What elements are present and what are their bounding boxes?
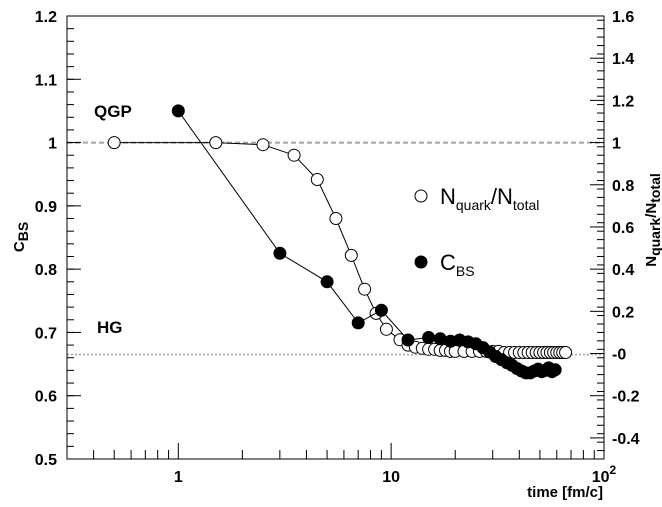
y-right-tick-label: 0.8 xyxy=(612,178,634,195)
y-left-tick-label: 0.5 xyxy=(35,452,57,469)
y-left-tick-label: 0.6 xyxy=(35,389,57,406)
legend-marker-cbs xyxy=(414,255,428,269)
legend-label-cbs: CBS xyxy=(440,250,475,279)
legend-nquark-sub1: quark xyxy=(456,197,492,213)
hg-label: HG xyxy=(97,318,123,337)
y-right-tick-label: 0.2 xyxy=(612,304,634,321)
y-right-tick-label: 0.6 xyxy=(612,220,634,237)
y-right-tick-label: 1.6 xyxy=(612,9,634,26)
data-point-cbs xyxy=(401,333,415,347)
y-left-tick-label: 0.9 xyxy=(35,199,57,216)
y-right-tick-label: 1 xyxy=(612,136,621,153)
y-right-title-sub1: quark xyxy=(647,218,662,256)
data-point-cbs xyxy=(422,331,436,344)
data-point-cbs xyxy=(171,104,185,118)
plot-frame xyxy=(66,15,605,460)
y-left-title-sub: BS xyxy=(15,222,31,241)
y-right-tick-label: -0.4 xyxy=(612,431,640,448)
x-tick-label: 1 xyxy=(174,469,183,486)
y-right-tick-label: -0 xyxy=(612,347,626,364)
y-right-title-sub2: total xyxy=(647,173,662,203)
legend-marker-nquark xyxy=(414,189,428,203)
legend-nquark-sub2: total xyxy=(513,197,539,213)
x-tick-label-base: 10 xyxy=(592,469,610,486)
data-point-nquark xyxy=(287,148,301,162)
y-right-tick-label: -0.2 xyxy=(612,389,640,406)
data-point-nquark xyxy=(310,173,324,186)
y-right-tick-label: 0.4 xyxy=(612,262,634,279)
legend-label-nquark: Nquark/Ntotal xyxy=(440,184,539,213)
data-point-nquark xyxy=(256,138,270,152)
legend-nquark-main: N xyxy=(440,184,456,209)
y-left-tick-label: 1 xyxy=(48,136,57,153)
y-axis-left-title: CBS xyxy=(11,222,31,252)
data-point-cbs xyxy=(320,275,334,289)
data-point-nquark xyxy=(559,346,573,359)
data-point-nquark xyxy=(107,136,121,150)
x-tick-label: 10 xyxy=(382,469,400,486)
x-axis-title: time [fm/c] xyxy=(527,484,603,501)
legend-nquark-mid: /N xyxy=(491,184,513,209)
legend-cbs-main: C xyxy=(440,250,456,275)
y-right-title-main: N xyxy=(643,256,660,267)
x-tick-label: 102 xyxy=(592,463,617,486)
data-point-nquark xyxy=(329,212,343,225)
y-left-tick-label: 1.2 xyxy=(35,9,57,26)
y-right-title-mid: /N xyxy=(643,203,660,218)
axes: 1 10 1020.50.60.70.80.911.11.2-0.4-0.2-00.… xyxy=(35,9,640,486)
y-left-tick-label: 0.8 xyxy=(35,262,57,279)
y-left-tick-label: 1.1 xyxy=(35,72,57,89)
y-axis-right-title: Nquark/Ntotal xyxy=(643,173,662,267)
data-point-cbs xyxy=(374,303,388,317)
data-point-nquark xyxy=(209,136,223,150)
data-point-nquark xyxy=(344,248,358,262)
data-point-cbs xyxy=(548,363,562,377)
y-left-title-main: C xyxy=(11,241,28,252)
data-point-cbs xyxy=(351,316,365,330)
y-right-tick-label: 1.2 xyxy=(612,93,634,110)
data-point-nquark xyxy=(379,322,393,336)
y-left-tick-label: 0.7 xyxy=(35,325,57,342)
data-point-cbs xyxy=(273,246,287,260)
qgp-label: QGP xyxy=(94,102,132,121)
legend: Nquark/Ntotal CBS xyxy=(414,184,539,279)
legend-cbs-sub: BS xyxy=(456,263,475,279)
data-point-nquark xyxy=(358,282,372,296)
data-series xyxy=(107,104,573,380)
y-right-tick-label: 1.4 xyxy=(612,51,634,68)
x-tick-label-exponent: 2 xyxy=(610,463,617,477)
